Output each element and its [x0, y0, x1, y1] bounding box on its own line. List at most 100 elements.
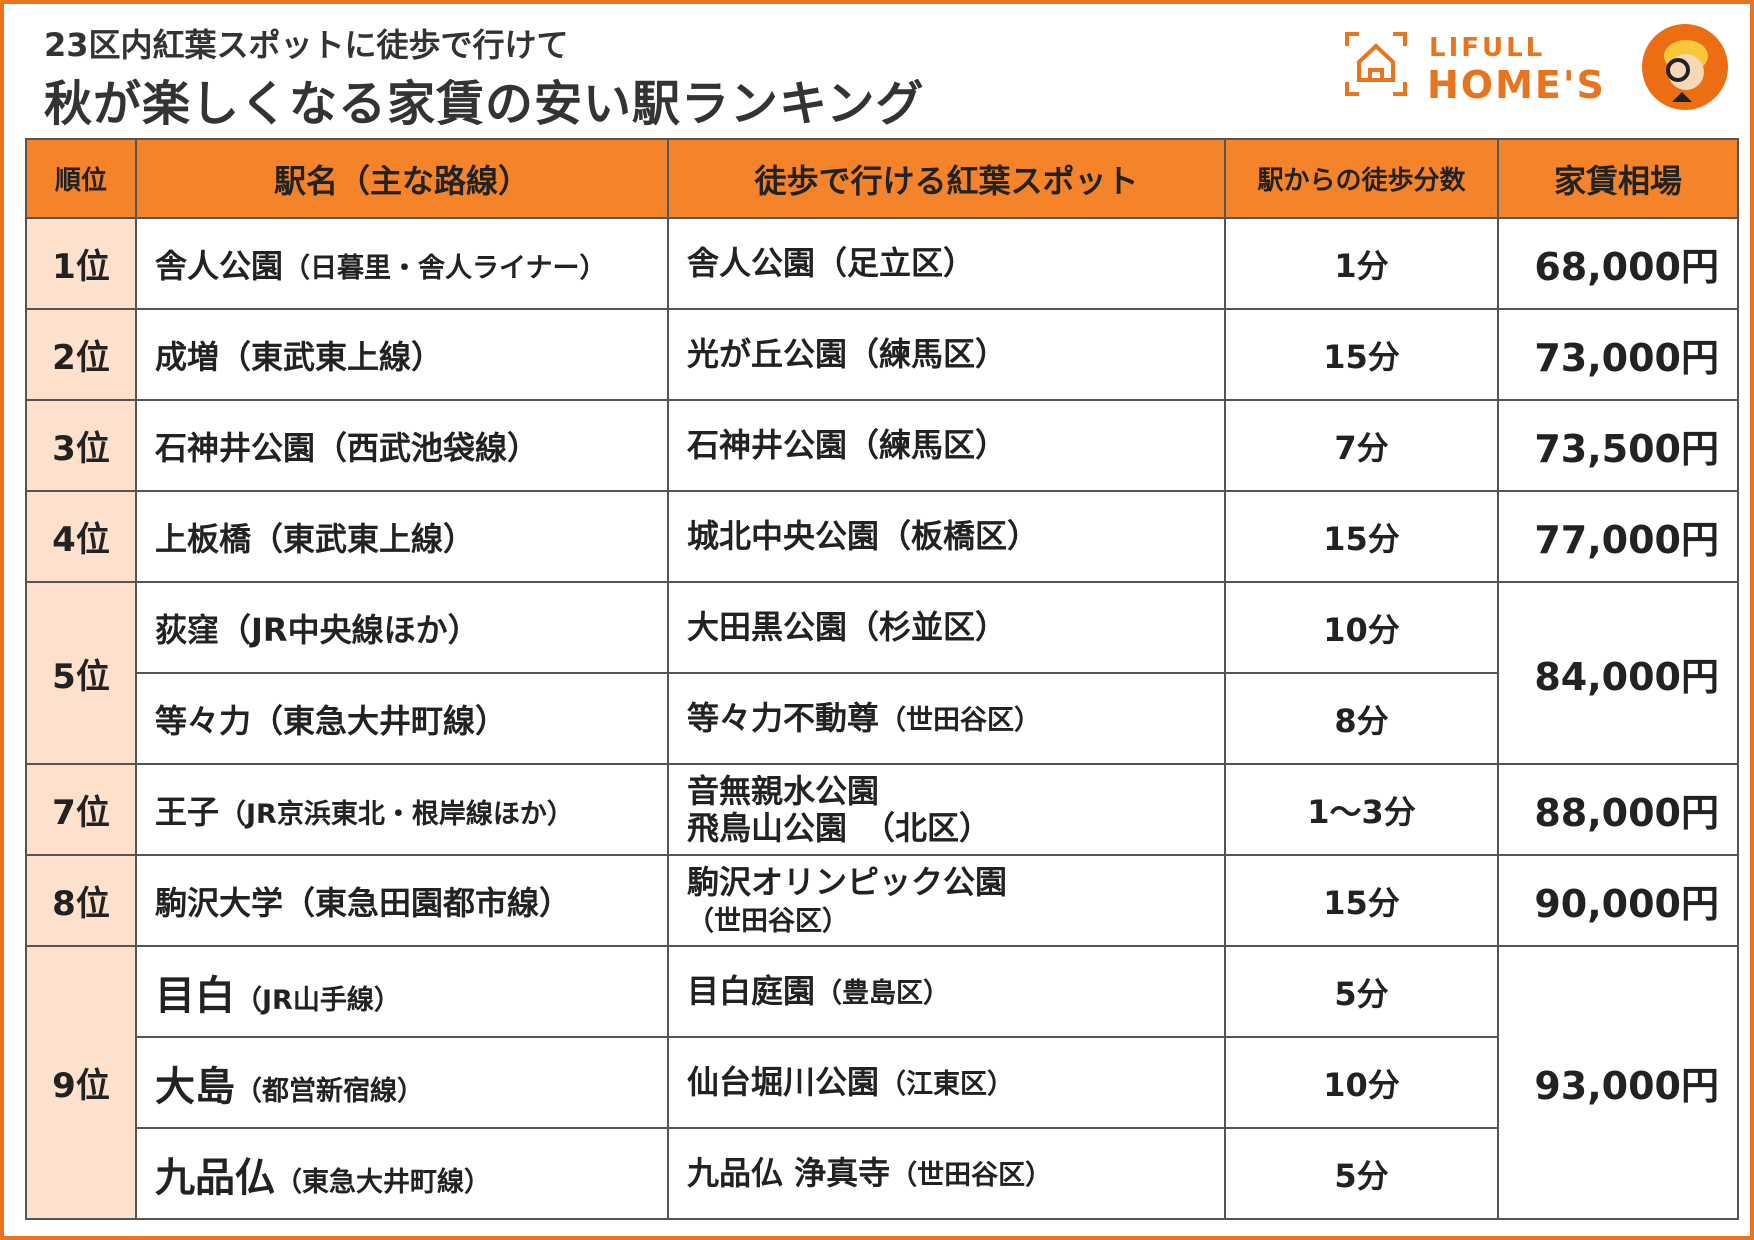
- station-cell: 駒沢大学（東急田園都市線）: [135, 854, 669, 947]
- rent-cell: 68,000円: [1497, 217, 1739, 310]
- table-row: 大島（都営新宿線） 仙台堀川公園（江東区） 10分: [26, 1036, 1738, 1129]
- spot-cell: 駒沢オリンピック公園 （世田谷区）: [667, 854, 1226, 947]
- station-cell: 目白（JR山手線）: [135, 945, 669, 1038]
- station-name: 等々力: [155, 701, 252, 740]
- walk-cell: 1分: [1224, 217, 1499, 310]
- spot-cell: 仙台堀川公園（江東区）: [667, 1036, 1226, 1129]
- rank-cell: 2位: [25, 308, 137, 401]
- rank-cell: 7位: [25, 763, 137, 856]
- svg-text:HOME'S: HOME'S: [1427, 63, 1606, 107]
- table-row: 2位 成増（東武東上線） 光が丘公園（練馬区） 15分 73,000円: [25, 308, 1739, 401]
- station-cell: 荻窪（JR中央線ほか）: [135, 581, 669, 674]
- table-row: 等々力（東急大井町線） 等々力不動尊（世田谷区） 8分: [26, 672, 1738, 765]
- station-cell: 九品仏（東急大井町線）: [135, 1127, 669, 1220]
- walk-cell: 10分: [1224, 581, 1499, 674]
- station-line: （東武東上線）: [251, 519, 476, 558]
- station-cell: 成増（東武東上線）: [135, 308, 669, 401]
- rank-cell: 3位: [25, 399, 137, 492]
- rent-cell: 93,000円: [1497, 945, 1739, 1220]
- table-row: 8位 駒沢大学（東急田園都市線） 駒沢オリンピック公園 （世田谷区） 15分 90,000…: [25, 854, 1739, 947]
- header-rank: 順位: [25, 138, 137, 219]
- table-row: 9位 目白（JR山手線） 目白庭園（豊島区） 5分 93,000円: [25, 945, 1739, 1220]
- station-line: （東急大井町線）: [251, 701, 508, 740]
- station-cell: 上板橋（東武東上線）: [135, 490, 669, 583]
- station-line: （東武東上線）: [219, 337, 444, 376]
- table-row: 九品仏（東急大井町線） 九品仏 浄真寺（世田谷区） 5分: [26, 1127, 1738, 1220]
- table-row: 7位 王子（JR京浜東北・根岸線ほか） 音無親水公園 飛鳥山公園 （北区） 1～3分 88…: [25, 763, 1739, 856]
- station-line: （JR山手線）: [235, 984, 401, 1016]
- ranking-table: 順位 駅名（主な路線） 徒歩で行ける紅葉スポット 駅からの徒歩分数 家賃相場 1…: [25, 138, 1739, 1220]
- station-line: （東急大井町線）: [275, 1166, 491, 1198]
- spot-cell: 光が丘公園（練馬区）: [667, 308, 1226, 401]
- walk-cell: 15分: [1224, 854, 1499, 947]
- station-line: （東急田園都市線）: [283, 883, 572, 922]
- table-row: 4位 上板橋（東武東上線） 城北中央公園（板橋区） 15分 77,000円: [25, 490, 1739, 583]
- spot-name: 大田黒公園（杉並区）: [687, 608, 1008, 647]
- subtitle: 23区内紅葉スポットに徒歩で行けて: [44, 26, 569, 64]
- spot-name: 石神井公園（練馬区）: [687, 426, 1008, 465]
- walk-cell: 10分: [1224, 1036, 1499, 1129]
- spot-name: 九品仏 浄真寺: [687, 1154, 891, 1193]
- station-cell: 石神井公園（西武池袋線）: [135, 399, 669, 492]
- rank-cell: 8位: [25, 854, 137, 947]
- spot-sub: （世田谷区）: [890, 1160, 1053, 1192]
- spot-cell: 目白庭園（豊島区）: [667, 945, 1226, 1038]
- station-name: 駒沢大学: [155, 883, 284, 922]
- mascot-avatar: [1642, 24, 1728, 110]
- header-rent: 家賃相場: [1497, 138, 1739, 219]
- station-line: （日暮里・舎人ライナー）: [283, 252, 607, 284]
- spot-name: 等々力不動尊: [687, 699, 880, 738]
- spot-name: 城北中央公園（板橋区）: [687, 517, 1040, 556]
- station-name: 石神井公園: [155, 428, 316, 467]
- spot-cell: 等々力不動尊（世田谷区）: [667, 672, 1226, 765]
- spot-sub: （世田谷区）: [687, 905, 849, 937]
- spot-sub: （江東区）: [879, 1069, 1015, 1101]
- table-row: 1位 舎人公園（日暮里・舎人ライナー） 舎人公園（足立区） 1分 68,000円: [25, 217, 1739, 310]
- spot-name: 舎人公園（足立区）: [687, 244, 976, 283]
- header-walk: 駅からの徒歩分数: [1224, 138, 1499, 219]
- table-row: 3位 石神井公園（西武池袋線） 石神井公園（練馬区） 7分 73,500円: [25, 399, 1739, 492]
- station-name: 成増: [155, 337, 220, 376]
- spot-cell: 大田黒公園（杉並区）: [667, 581, 1226, 674]
- header-spot: 徒歩で行ける紅葉スポット: [667, 138, 1226, 219]
- rent-cell: 73,000円: [1497, 308, 1739, 401]
- walk-cell: 8分: [1224, 672, 1499, 765]
- header-station: 駅名（主な路線）: [135, 138, 669, 219]
- spot-name: 仙台堀川公園: [687, 1063, 880, 1102]
- station-name: 舎人公園: [155, 246, 284, 285]
- station-name: 王子: [155, 792, 220, 831]
- rent-cell: 84,000円: [1497, 581, 1739, 765]
- spot-name: 音無親水公園: [687, 771, 880, 810]
- rent-cell: 90,000円: [1497, 854, 1739, 947]
- rank-cell: 4位: [25, 490, 137, 583]
- page-title: 秋が楽しくなる家賃の安い駅ランキング: [44, 76, 925, 132]
- station-line: （JR京浜東北・根岸線ほか）: [219, 798, 574, 830]
- station-name: 目白: [155, 972, 235, 1019]
- walk-cell: 15分: [1224, 490, 1499, 583]
- rent-cell: 88,000円: [1497, 763, 1739, 856]
- station-cell: 大島（都営新宿線）: [135, 1036, 669, 1129]
- spot-sub: （豊島区）: [815, 978, 951, 1010]
- rank-cell: 1位: [25, 217, 137, 310]
- rank-cell: 9位: [25, 945, 137, 1220]
- station-name: 大島: [155, 1063, 235, 1110]
- spot-cell: 石神井公園（練馬区）: [667, 399, 1226, 492]
- rent-cell: 73,500円: [1497, 399, 1739, 492]
- walk-cell: 1～3分: [1224, 763, 1499, 856]
- station-cell: 等々力（東急大井町線）: [135, 672, 669, 765]
- spot-cell: 城北中央公園（板橋区）: [667, 490, 1226, 583]
- spot-sub: （世田谷区）: [879, 705, 1042, 737]
- rent-cell: 77,000円: [1497, 490, 1739, 583]
- rank-cell: 5位: [25, 581, 137, 765]
- station-line: （都営新宿線）: [235, 1075, 424, 1107]
- station-name: 九品仏: [155, 1154, 275, 1201]
- walk-cell: 15分: [1224, 308, 1499, 401]
- spot-name: 光が丘公園（練馬区）: [687, 335, 1008, 374]
- spot-sub: 飛鳥山公園 （北区）: [687, 808, 992, 847]
- spot-name: 駒沢オリンピック公園: [687, 862, 1008, 901]
- table-row: 5位 荻窪（JR中央線ほか） 大田黒公園（杉並区） 10分 84,000円: [25, 581, 1739, 765]
- station-name: 荻窪: [155, 610, 220, 649]
- station-cell: 王子（JR京浜東北・根岸線ほか）: [135, 763, 669, 856]
- station-cell: 舎人公園（日暮里・舎人ライナー）: [135, 217, 669, 310]
